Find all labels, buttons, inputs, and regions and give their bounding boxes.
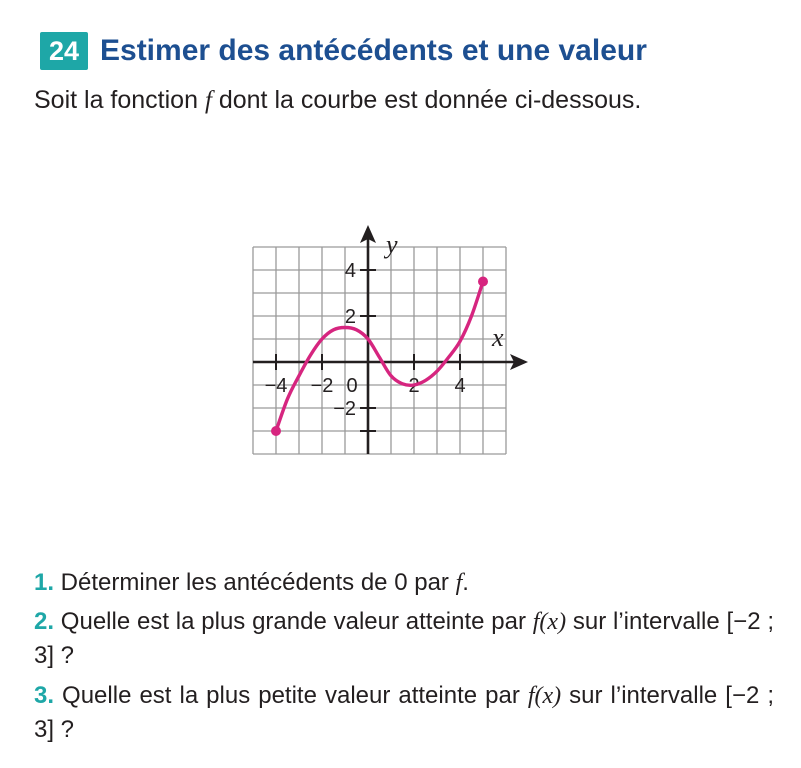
y-axis-label: y [383, 230, 398, 259]
function-curve [274, 279, 485, 433]
question-2: 2. Quelle est la plus grande valeur atte… [34, 605, 774, 673]
question-text: Quelle est la plus grande valeur atteint… [54, 608, 533, 635]
intro-text: Soit la fonction f dont la courbe est do… [34, 86, 641, 115]
question-tail: sur l’intervalle [−2 ; 3] ? [34, 608, 774, 669]
curve-endpoint [478, 276, 488, 287]
x-tick-label: 4 [454, 375, 465, 397]
exercise-header: 24 Estimer des antécédents et une valeur [40, 28, 647, 74]
question-variable: f(x) [532, 609, 567, 635]
question-3: 3. Quelle est la plus petite valeur atte… [34, 679, 774, 747]
intro-before: Soit la fonction [34, 86, 205, 114]
y-axis-arrow [360, 225, 376, 243]
exercise-number-badge: 24 [40, 32, 88, 70]
question-1: 1. Déterminer les antécédents de 0 par f… [34, 566, 774, 600]
x-tick-label: −2 [311, 375, 334, 397]
x-tick-label: −4 [265, 375, 288, 397]
x-axis-arrow [510, 354, 528, 370]
intro-after: dont la courbe est donnée ci-dessous. [211, 86, 642, 114]
x-tick-label: 0 [346, 375, 357, 397]
question-tail: . [462, 569, 469, 596]
question-variable: f [455, 570, 463, 596]
y-tick-label: 4 [345, 260, 356, 282]
exercise-title: Estimer des antécédents et une valeur [100, 34, 647, 67]
question-number: 2. [34, 608, 55, 635]
question-text: Quelle est la plus petite valeur atteint… [54, 682, 528, 709]
y-tick-label: 2 [345, 306, 356, 328]
question-number: 3. [34, 682, 55, 709]
question-text: Déterminer les antécédents de 0 par [54, 569, 456, 596]
x-axis-label: x [491, 323, 504, 352]
question-tail: sur l’intervalle [−2 ; 3] ? [34, 682, 775, 743]
y-tick-label: −2 [333, 398, 356, 420]
question-variable: f(x) [527, 683, 562, 709]
curve-endpoint [271, 426, 281, 436]
intro-function-name: f [204, 87, 212, 114]
question-number: 1. [34, 569, 55, 596]
